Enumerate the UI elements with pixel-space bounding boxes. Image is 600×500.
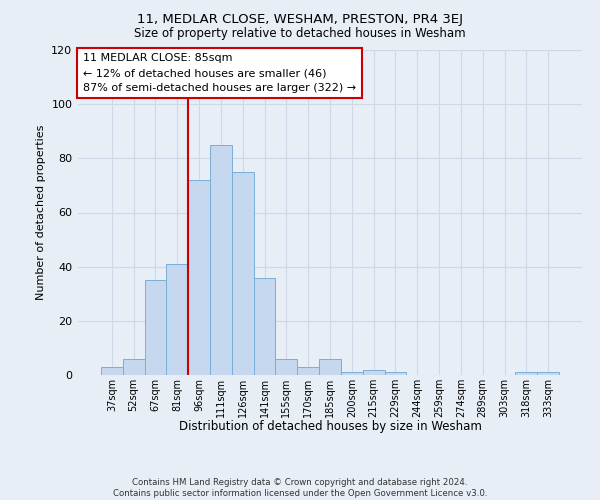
X-axis label: Distribution of detached houses by size in Wesham: Distribution of detached houses by size … bbox=[179, 420, 481, 433]
Text: 11, MEDLAR CLOSE, WESHAM, PRESTON, PR4 3EJ: 11, MEDLAR CLOSE, WESHAM, PRESTON, PR4 3… bbox=[137, 12, 463, 26]
Text: Size of property relative to detached houses in Wesham: Size of property relative to detached ho… bbox=[134, 28, 466, 40]
Bar bbox=[232, 172, 254, 375]
Bar bbox=[123, 359, 145, 375]
Bar bbox=[166, 264, 188, 375]
Bar bbox=[254, 278, 275, 375]
Bar bbox=[145, 280, 166, 375]
Y-axis label: Number of detached properties: Number of detached properties bbox=[36, 125, 46, 300]
Bar bbox=[275, 359, 297, 375]
Bar bbox=[537, 372, 559, 375]
Text: Contains HM Land Registry data © Crown copyright and database right 2024.
Contai: Contains HM Land Registry data © Crown c… bbox=[113, 478, 487, 498]
Text: 11 MEDLAR CLOSE: 85sqm
← 12% of detached houses are smaller (46)
87% of semi-det: 11 MEDLAR CLOSE: 85sqm ← 12% of detached… bbox=[83, 53, 356, 93]
Bar bbox=[515, 372, 537, 375]
Bar bbox=[363, 370, 385, 375]
Bar bbox=[341, 372, 363, 375]
Bar bbox=[101, 367, 123, 375]
Bar bbox=[297, 367, 319, 375]
Bar bbox=[188, 180, 210, 375]
Bar bbox=[210, 145, 232, 375]
Bar bbox=[319, 359, 341, 375]
Bar bbox=[385, 372, 406, 375]
